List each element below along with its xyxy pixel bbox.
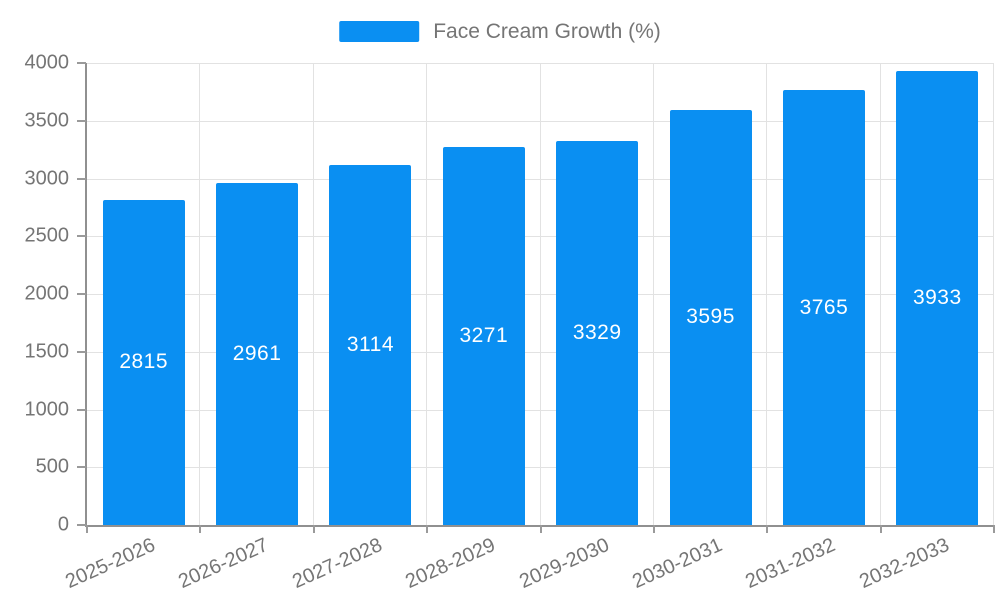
gridline-horizontal [87,467,994,469]
y-tick-mark [77,350,86,353]
bar-value-label: 3114 [346,333,395,357]
gridline-horizontal [87,63,994,64]
bar-value-label: 3271 [459,324,509,348]
bar[interactable]: 3933 [896,70,979,525]
y-tick-mark [77,177,86,180]
bar[interactable]: 2815 [102,199,185,525]
bar-value-label: 3595 [686,305,735,329]
y-tick-label: 0 [57,513,69,536]
x-tick-mark [993,525,995,533]
gridline-vertical [426,63,428,525]
x-tick-label: 2025-2026 [62,534,159,594]
x-tick-label: 2032-2033 [855,534,953,594]
gridline-horizontal [87,351,994,353]
bar[interactable]: 3765 [782,90,865,525]
y-tick-mark [77,235,86,238]
x-tick-mark [652,525,655,533]
y-tick-mark [77,293,86,295]
bar[interactable]: 3329 [556,140,639,525]
gridline-vertical [539,63,541,525]
gridline-horizontal [87,294,994,295]
bar-value-label: 3765 [799,295,849,319]
y-tick-label: 3500 [24,109,70,132]
y-tick-mark [77,524,86,526]
plot-area: 2815 2961 3114 3271 3329 3595 3765 3933 [85,63,994,527]
bar-value-label: 3329 [572,320,622,344]
bar[interactable]: 3271 [442,147,525,525]
gridline-horizontal [87,120,994,122]
x-tick-mark [199,525,202,533]
x-tick-mark [86,525,88,533]
bar[interactable]: 3595 [669,109,752,525]
bar-value-label: 2815 [119,350,169,374]
x-tick-mark [766,525,769,533]
x-tick-label: 2028-2029 [402,534,499,594]
y-tick-mark [77,62,86,64]
x-tick-label: 2027-2028 [289,534,386,594]
y-axis-labels: 0 500 1000 1500 2000 2500 3000 3500 4000 [0,52,70,536]
x-tick-label: 2030-2031 [629,534,726,594]
y-tick-mark [77,119,86,122]
legend-swatch [339,21,420,42]
y-tick-mark [77,408,86,411]
x-tick-mark [312,525,315,533]
gridline-horizontal [87,236,994,238]
y-tick-label: 4000 [24,51,70,74]
gridline-vertical [199,63,201,525]
y-tick-mark [77,466,86,469]
bar[interactable]: 3114 [329,165,412,525]
legend[interactable]: Face Cream Growth (%) [339,21,661,42]
bar-value-label: 2961 [232,342,282,365]
y-tick-label: 500 [35,455,69,478]
bar[interactable]: 2961 [216,183,299,525]
x-tick-label: 2026-2027 [175,534,273,594]
y-tick-label: 1500 [24,340,70,363]
gridline-vertical [766,63,768,525]
gridline-horizontal [87,178,994,180]
x-tick-mark [426,525,429,533]
gridline-vertical [879,63,881,525]
bar-value-label: 3933 [912,285,962,309]
x-tick-mark [539,525,542,533]
legend-label: Face Cream Growth (%) [433,20,661,43]
gridline-vertical [993,63,994,525]
y-tick-label: 1000 [24,398,70,420]
y-axis-line [85,63,87,525]
x-tick-label: 2031-2032 [742,534,839,594]
y-tick-label: 2000 [24,282,70,305]
y-tick-label: 3000 [24,167,70,189]
x-tick-label: 2029-2030 [515,534,613,594]
y-tick-label: 2500 [24,224,70,247]
gridline-horizontal [87,409,994,411]
x-tick-mark [879,525,882,533]
gridline-vertical [312,63,314,525]
gridline-vertical [652,63,654,525]
